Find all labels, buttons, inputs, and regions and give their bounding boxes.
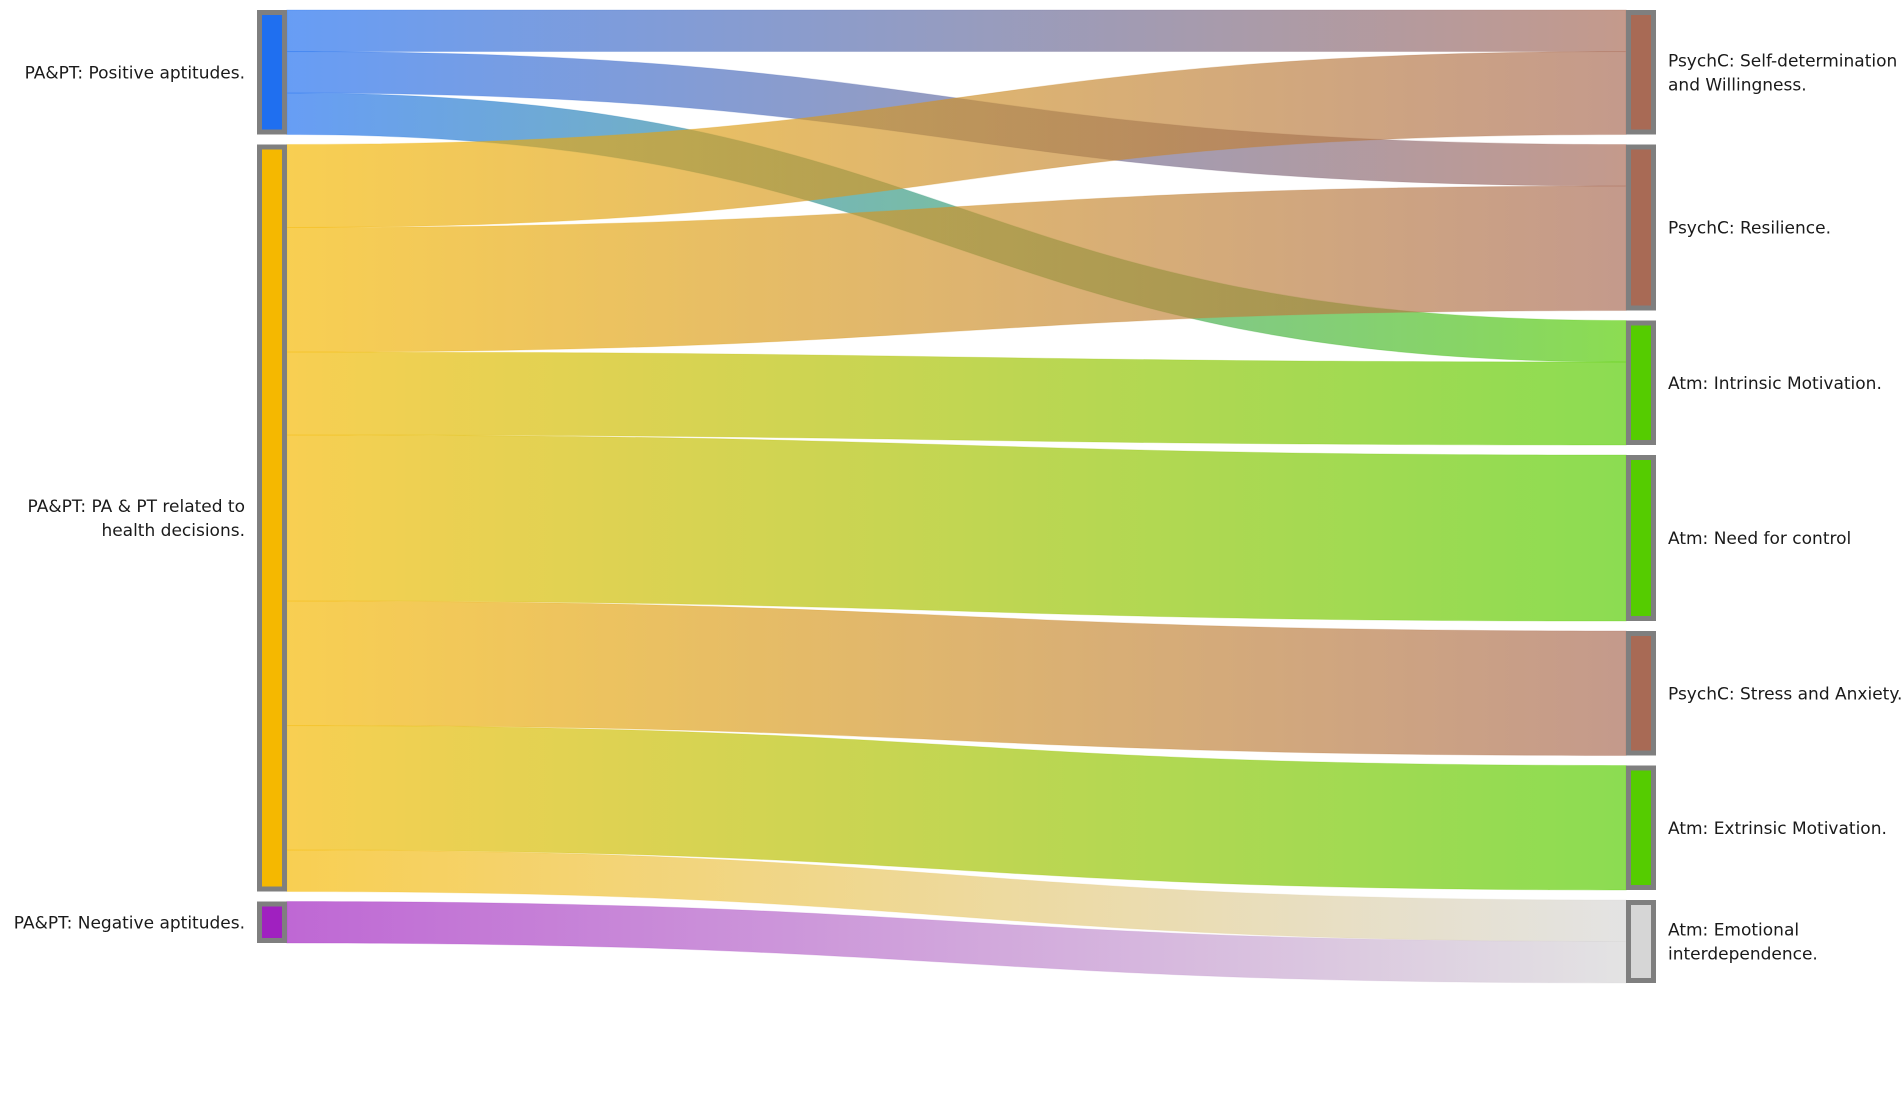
target-label-resil: PsychC: Resilience. (1668, 219, 1831, 239)
target-label-stress: PsychC: Stress and Anxiety. (1668, 684, 1902, 704)
target-label-line-emo-1: interdependence. (1668, 945, 1818, 965)
target-label-line-stress-0: PsychC: Stress and Anxiety. (1668, 684, 1902, 704)
target-node-fill-resil (1631, 149, 1651, 306)
target-label-extr: Atm: Extrinsic Motivation. (1668, 819, 1887, 839)
sankey-nodes (257, 10, 1656, 983)
target-label-line-selfdet-0: PsychC: Self-determination (1668, 51, 1897, 71)
target-node-fill-need (1631, 460, 1651, 616)
source-node-fill-health (262, 149, 282, 887)
flow-health-to-need (286, 434, 1627, 622)
source-node-fill-pos (262, 15, 282, 130)
target-node-fill-selfdet (1631, 15, 1651, 130)
target-node-fill-intr (1631, 325, 1651, 440)
source-node-fill-neg (262, 906, 282, 938)
source-label-pos: PA&PT: Positive aptitudes. (25, 63, 245, 83)
source-label-line-pos-0: PA&PT: Positive aptitudes. (25, 63, 245, 83)
source-label-line-health-1: health decisions. (101, 521, 245, 541)
target-label-line-need-0: Atm: Need for control (1668, 529, 1851, 549)
sankey-links (286, 9, 1627, 984)
target-node-fill-emo (1631, 905, 1651, 978)
target-label-selfdet: PsychC: Self-determination and Willingnes… (1668, 51, 1897, 95)
flow-pos-to-selfdet (286, 9, 1627, 53)
target-node-fill-extr (1631, 770, 1651, 885)
source-label-neg: PA&PT: Negative aptitudes. (14, 913, 245, 933)
target-label-line-extr-0: Atm: Extrinsic Motivation. (1668, 819, 1887, 839)
source-label-line-health-0: PA&PT: PA & PT related to (28, 497, 245, 517)
sankey-labels: PA&PT: Positive aptitudes. PA&PT: PA & PT… (14, 51, 1902, 964)
target-label-line-selfdet-1: and Willingness. (1668, 75, 1807, 95)
target-label-line-resil-0: PsychC: Resilience. (1668, 219, 1831, 239)
target-label-intr: Atm: Intrinsic Motivation. (1668, 374, 1882, 394)
target-label-need: Atm: Need for control (1668, 529, 1851, 549)
target-label-line-emo-0: Atm: Emotional (1668, 921, 1799, 941)
target-node-fill-stress (1631, 636, 1651, 751)
source-label-line-neg-0: PA&PT: Negative aptitudes. (14, 913, 245, 933)
source-label-health: PA&PT: PA & PT related to health decision… (28, 497, 245, 541)
target-label-emo: Atm: Emotional interdependence. (1668, 921, 1818, 965)
target-label-line-intr-0: Atm: Intrinsic Motivation. (1668, 374, 1882, 394)
flow-health-to-intr (286, 351, 1627, 446)
